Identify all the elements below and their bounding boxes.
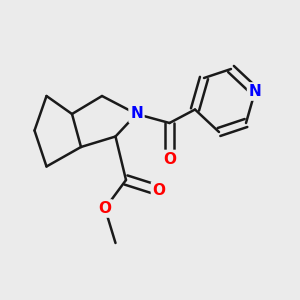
Text: N: N xyxy=(130,106,143,122)
Text: O: O xyxy=(152,183,166,198)
Text: N: N xyxy=(249,84,261,99)
Text: O: O xyxy=(163,152,176,166)
Text: O: O xyxy=(98,201,112,216)
